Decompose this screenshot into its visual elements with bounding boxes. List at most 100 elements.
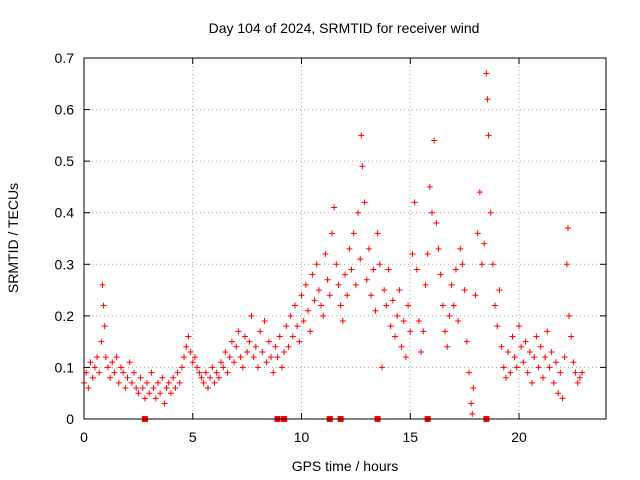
data-point [439,302,446,309]
data-point [113,354,120,361]
data-point [231,359,238,366]
y-tick-label: 0.4 [55,205,75,221]
data-point [568,333,575,340]
data-point [533,333,540,340]
data-point [394,312,401,319]
data-point [178,364,185,371]
data-point [383,302,390,309]
data-point [452,266,459,273]
data-point [355,209,362,216]
data-point [472,292,479,299]
data-point [104,364,111,371]
data-point [276,333,283,340]
data-point [109,359,116,366]
data-point [307,328,314,335]
data-point [511,354,518,361]
data-point [361,199,368,206]
y-axis-label: SRMTID / TECUs [5,183,21,293]
data-point [183,343,190,350]
data-point [148,369,155,376]
data-point [250,354,257,361]
data-point [485,132,492,139]
data-point [150,385,157,392]
data-point [228,338,235,345]
data-point [415,318,422,325]
data-point [159,374,166,381]
data-point [358,132,365,139]
data-point [96,369,103,376]
data-point [400,318,407,325]
data-point [387,323,394,330]
data-point [220,364,227,371]
data-point [218,359,225,366]
data-point [237,354,244,361]
data-point [252,343,259,350]
data-point [526,348,533,355]
data-point [215,374,222,381]
data-point [392,333,399,340]
data-point [507,369,514,376]
data-point [444,343,451,350]
data-point [363,276,370,283]
data-point [359,163,366,170]
data-point [496,287,503,294]
data-point [191,354,198,361]
data-point [198,374,205,381]
data-point [207,374,214,381]
data-point [413,266,420,273]
data-point [468,400,475,407]
data-point [446,312,453,319]
data-point [539,374,546,381]
x-tick-label: 0 [80,429,88,445]
data-point [274,354,281,361]
x-tick-label: 15 [402,429,418,445]
data-point [291,302,298,309]
data-point [331,204,338,211]
data-point [141,395,148,402]
data-point [450,302,457,309]
data-point [381,287,388,294]
data-point [209,364,216,371]
data-point [185,333,192,340]
data-point [481,240,488,247]
data-point [368,292,375,299]
plot-frame [83,57,607,420]
data-point [313,261,320,268]
data-point [135,390,142,397]
data-point [281,348,288,355]
data-point [265,338,272,345]
x-tick-label: 10 [294,429,310,445]
data-point [572,369,579,376]
data-point [91,364,98,371]
data-point [339,318,346,325]
data-point [146,390,153,397]
data-point [398,343,405,350]
data-point [246,338,253,345]
data-point [189,359,196,366]
data-point [98,338,105,345]
data-point [107,374,114,381]
data-point [524,369,531,376]
data-point [426,183,433,190]
data-point [324,276,331,283]
data-point [181,354,188,361]
data-point [374,230,381,237]
data-point [268,354,275,361]
data-point [463,338,470,345]
data-point [516,323,522,330]
data-point [239,364,246,371]
data-point [350,230,357,237]
y-tick-label: 0.6 [55,102,75,118]
data-point [111,369,118,376]
data-point [120,369,127,376]
data-point [163,385,170,392]
y-axis-ticks: 0 0.1 0.2 0.3 0.4 0.5 0.6 0.7 [55,50,606,427]
data-point [437,271,444,278]
data-point [196,369,203,376]
data-point [576,374,583,381]
data-point [137,374,144,381]
data-point [429,209,435,216]
data-point [176,379,183,386]
data-point [518,343,525,350]
